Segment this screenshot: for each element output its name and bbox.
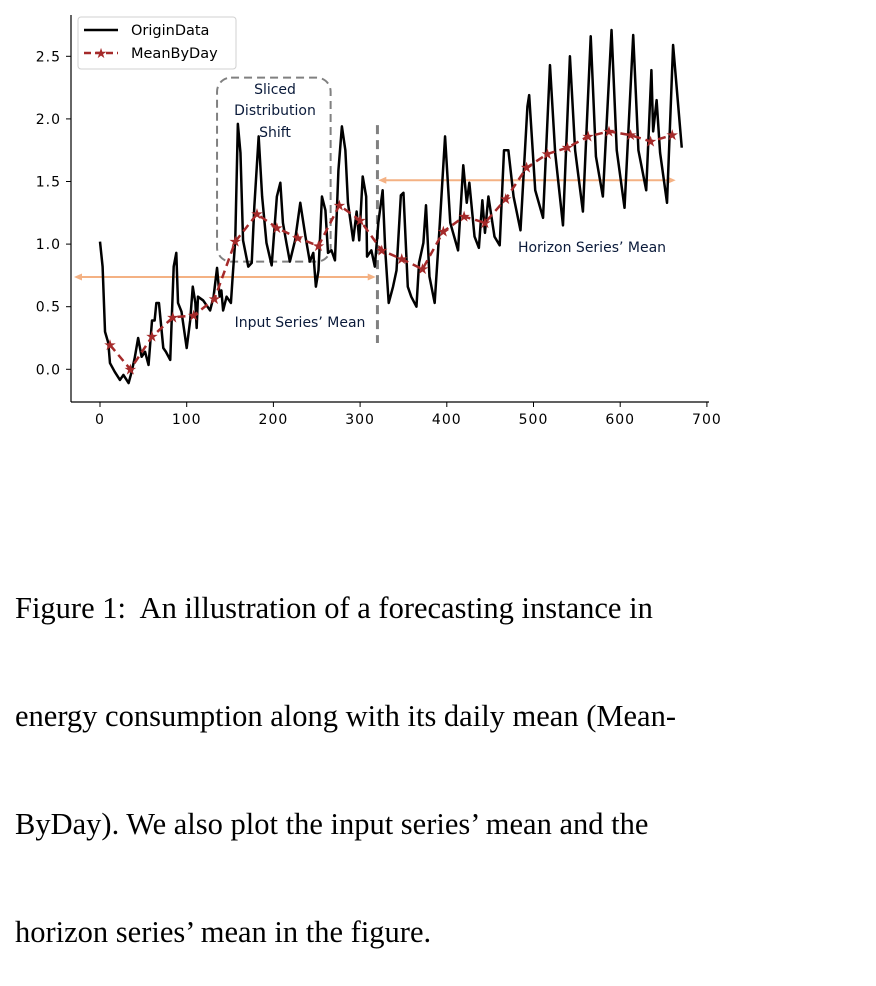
y-tick-label: 2.5 xyxy=(36,49,61,65)
mean-by-day-star-marker: ★ xyxy=(312,237,325,255)
mean-by-day-line xyxy=(109,130,673,372)
caption-line: horizon series’ mean in the figure. xyxy=(15,915,432,949)
legend-origin-label: OriginData xyxy=(131,23,209,39)
legend-mean-label: MeanByDay xyxy=(131,46,218,62)
x-tick-label: 300 xyxy=(345,412,375,428)
horizon-mean-arrow-head-right xyxy=(667,176,676,184)
mean-by-day-star-marker: ★ xyxy=(250,205,263,223)
mean-by-day-star-marker: ★ xyxy=(520,159,533,177)
legend-mean-star-icon: ★ xyxy=(95,46,108,62)
y-tick-label: 0.5 xyxy=(36,300,61,316)
mean-by-day-star-marker: ★ xyxy=(644,132,657,150)
sliced-box-label-2: Distribution xyxy=(234,103,316,119)
x-tick-label: 400 xyxy=(432,412,462,428)
mean-by-day-star-marker: ★ xyxy=(478,214,491,232)
horizon-mean-label: Horizon Series’ Mean xyxy=(518,240,666,256)
mean-by-day-star-marker: ★ xyxy=(416,260,429,278)
origin-data-line xyxy=(98,28,684,385)
mean-by-day-star-marker: ★ xyxy=(437,223,450,241)
mean-by-day-star-marker: ★ xyxy=(208,290,221,308)
input-mean-arrow-head-right xyxy=(367,273,376,281)
x-tick-label: 100 xyxy=(172,412,202,428)
mean-by-day-star-marker: ★ xyxy=(291,229,304,247)
mean-by-day-star-marker: ★ xyxy=(333,196,346,214)
mean-by-day-star-marker: ★ xyxy=(103,336,116,354)
mean-by-day-star-marker: ★ xyxy=(187,306,200,324)
mean-by-day-star-marker: ★ xyxy=(624,126,637,144)
mean-by-day-star-marker: ★ xyxy=(581,127,594,145)
sliced-distribution-box xyxy=(216,76,332,263)
mean-by-day-star-marker: ★ xyxy=(665,126,678,144)
mean-by-day-star-marker: ★ xyxy=(541,145,554,163)
mean-by-day-star-marker: ★ xyxy=(124,360,137,378)
line-chart: 0 100 200 300 400 500 600 700 0.0 0.5 1.0 1.5 2.0 2.5… xyxy=(36,15,722,428)
mean-by-day-star-marker: ★ xyxy=(353,211,366,229)
mean-by-day-star-marker: ★ xyxy=(395,250,408,268)
mean-by-day-star-marker: ★ xyxy=(499,190,512,208)
axes: 0 100 200 300 400 500 600 700 0.0 0.5 1.0 1.5 2.0 2.5 xyxy=(36,15,722,428)
input-mean-label: Input Series’ Mean xyxy=(235,315,366,331)
x-tick-label: 600 xyxy=(605,412,635,428)
x-tick-label: 500 xyxy=(519,412,549,428)
annotations: Sliced Distribution Shift Input Series’ … xyxy=(73,76,676,344)
y-tick-label: 1.0 xyxy=(36,237,61,253)
y-tick-label: 0.0 xyxy=(36,362,61,378)
caption-line: ByDay). We also plot the input series’ m… xyxy=(15,807,649,841)
mean-by-day-star-marker: ★ xyxy=(375,241,388,259)
horizon-mean-arrow-head-left xyxy=(378,176,387,184)
caption-line: Figure 1: An illustration of a forecasti… xyxy=(15,591,653,625)
mean-by-day-star-marker: ★ xyxy=(270,219,283,237)
mean-by-day-star-marker: ★ xyxy=(602,122,615,140)
input-mean-arrow-head-left xyxy=(73,273,82,281)
y-tick-label: 2.0 xyxy=(36,112,61,128)
y-tick-label: 1.5 xyxy=(36,175,61,191)
legend: OriginData ★ MeanByDay xyxy=(77,16,237,70)
mean-by-day-star-marker: ★ xyxy=(561,139,574,157)
mean-by-day-star-marker: ★ xyxy=(457,208,470,226)
mean-by-day-star-marker: ★ xyxy=(166,308,179,326)
sliced-box-label-3: Shift xyxy=(259,125,291,141)
caption-line: energy consumption along with its daily … xyxy=(15,699,676,733)
figure-caption: Figure 1: An illustration of a forecasti… xyxy=(15,518,676,986)
mean-by-day-star-marker: ★ xyxy=(229,233,242,251)
x-tick-label: 700 xyxy=(692,412,722,428)
mean-by-day-star-marker: ★ xyxy=(145,328,158,346)
sliced-box-label-1: Sliced xyxy=(254,82,296,98)
series-group: ★ ★ ★ ★ ★ ★ ★ ★ ★ ★ ★ ★ ★ ★ ★ ★ ★ ★ ★ ★ ★ ★ ★ ★ ★ ★ ★ ★ xyxy=(98,28,684,385)
x-tick-label: 200 xyxy=(259,412,289,428)
x-tick-label: 0 xyxy=(95,412,105,428)
